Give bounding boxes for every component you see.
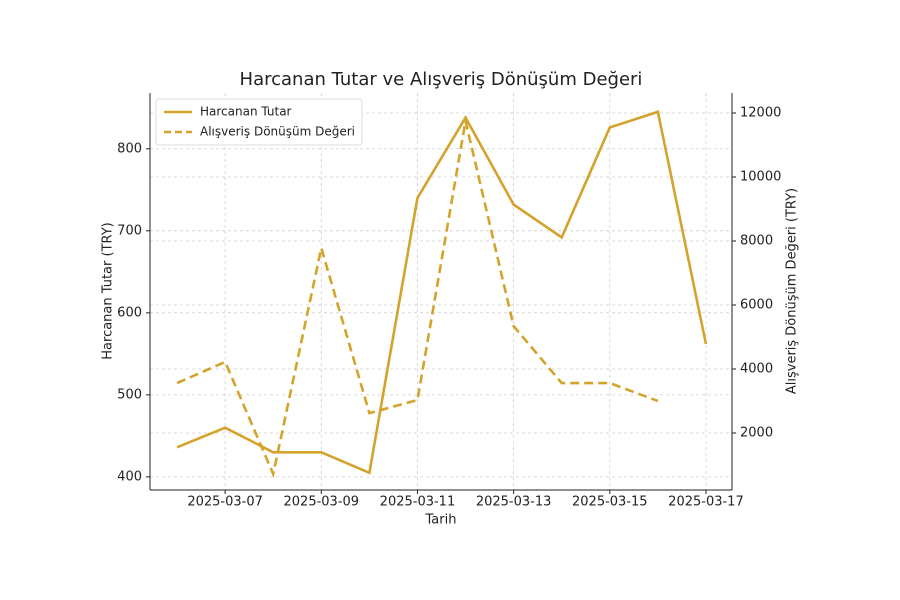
y2-tick-label: 2000 xyxy=(740,425,773,440)
y-axis-label: Harcanan Tutar (TRY) xyxy=(101,222,116,359)
y2-tick-label: 10000 xyxy=(740,169,781,184)
x-axis-label: Tarih xyxy=(425,513,457,528)
y2-axis-label: Alışveriş Dönüşüm Değeri (TRY) xyxy=(785,188,800,394)
y2-tick-label: 6000 xyxy=(740,297,773,312)
x-tick-label: 2025-03-11 xyxy=(380,495,456,510)
y-tick-label: 700 xyxy=(117,223,142,238)
y-tick-label: 500 xyxy=(117,387,142,402)
x-tick-label: 2025-03-13 xyxy=(476,495,552,510)
y2-tick-label: 8000 xyxy=(740,233,773,248)
y2-tick-label: 12000 xyxy=(740,105,781,120)
y-tick-label: 800 xyxy=(117,141,142,156)
legend-label: Alışveriş Dönüşüm Değeri xyxy=(200,125,355,139)
x-tick-label: 2025-03-07 xyxy=(187,495,263,510)
legend-label: Harcanan Tutar xyxy=(200,105,292,119)
legend: Harcanan Tutar Alışveriş Dönüşüm Değeri xyxy=(155,98,363,146)
series-line xyxy=(176,110,708,475)
y-tick-label: 600 xyxy=(117,305,142,320)
legend-box xyxy=(155,98,363,146)
y2-tick-label: 4000 xyxy=(740,361,773,376)
series-line xyxy=(176,120,659,479)
chart-title: Harcanan Tutar ve Alışveriş Dönüşüm Değe… xyxy=(240,69,643,90)
y-tick-label: 400 xyxy=(117,469,142,484)
x-tick-label: 2025-03-15 xyxy=(572,495,648,510)
x-tick-label: 2025-03-09 xyxy=(284,495,360,510)
x-tick-label: 2025-03-17 xyxy=(668,495,744,510)
